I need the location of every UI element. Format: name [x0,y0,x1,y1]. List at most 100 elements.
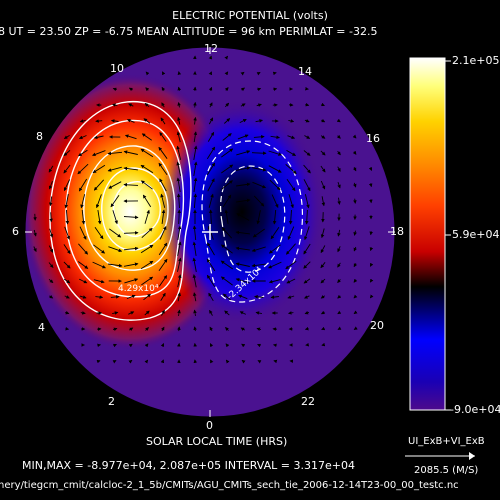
flow-vector [369,278,374,283]
flow-vector [176,177,181,192]
flow-vector [268,244,281,254]
flow-vector [287,135,296,139]
flow-vector [193,326,197,332]
flow-vector [320,262,326,269]
flow-vector [286,243,296,255]
flow-vector [144,310,150,316]
flow-vector [192,292,197,302]
flow-vector [270,295,279,299]
file-path: nery/tiegcm_cmit/calcloc-2_1_5b/CMITs/AG… [0,480,459,491]
hour-label-20: 20 [370,319,384,332]
flow-vector [97,343,101,348]
hour-label-10: 10 [110,62,124,75]
flow-vector [159,132,167,142]
flow-vector [65,326,70,331]
flow-vector [177,209,181,225]
flow-vector [320,180,326,190]
flow-vector [192,257,197,272]
flow-vector [255,119,263,123]
flow-vector [236,213,250,221]
flow-vector [112,87,117,92]
flow-vector [253,195,265,207]
flow-vector [33,229,37,237]
flow-vector [241,87,245,92]
flow-vector [49,294,54,299]
flow-vector [63,278,71,284]
flow-vector [112,327,118,332]
flow-vector [48,180,53,190]
flow-vector [257,87,262,92]
flow-vector [320,228,325,239]
flow-vector [220,276,233,286]
flow-vector [160,343,165,348]
flow-vector [336,118,341,123]
flow-vector [207,242,215,256]
flow-vector [112,360,117,364]
flow-vector [303,150,311,156]
flow-vector [107,166,122,172]
flow-vector [256,72,261,76]
flow-vector [241,343,246,348]
hour-label-14: 14 [298,65,312,78]
flow-vector [48,165,54,173]
flow-vector [124,262,139,267]
flow-vector [236,182,251,187]
vector-field-label: UI_ExB+VI_ExB [408,436,485,447]
flow-vector [140,164,154,174]
flow-vector [304,295,310,299]
flow-vector [268,261,282,269]
flow-vector [110,194,120,208]
flow-vector [177,326,181,332]
hour-label-18: 18 [390,225,404,238]
flow-vector [273,87,278,92]
flow-vector [252,181,267,189]
flow-vector [241,359,246,364]
flow-vector [49,212,53,223]
flow-vector [177,86,182,91]
flow-vector [81,209,86,225]
stats-line: MIN,MAX = -8.977e+04, 2.087e+05 INTERVAL… [22,459,355,472]
flow-vector [123,166,138,171]
flow-vector [78,243,88,255]
flow-vector [271,194,279,208]
flow-vector [161,102,165,108]
flow-vector [305,102,310,107]
flow-vector [288,194,294,209]
colorbar-ticks [445,60,451,411]
flow-vector [235,230,250,235]
flow-vector [161,309,165,316]
flow-vector [192,241,197,256]
flow-vector [304,194,310,209]
flow-vector [95,194,102,209]
flow-vector [206,274,216,287]
flow-vector [320,278,326,284]
flow-vector [78,278,88,284]
flow-vector [192,274,197,288]
flow-vector [80,194,86,209]
flow-vector [257,343,262,348]
flow-vector [108,181,122,189]
flow-vector [93,279,105,284]
flow-vector [336,134,341,139]
flow-vector [235,262,250,267]
flow-vector [240,327,246,331]
flow-vector [161,71,166,76]
flow-vector [252,167,267,172]
flow-vector [251,151,267,155]
flow-vector [209,102,213,108]
flow-vector [337,166,341,172]
flow-vector [80,311,86,315]
flow-vector [123,231,139,235]
flow-vector [208,71,213,76]
flow-vector [78,135,87,139]
flow-vector [353,263,358,268]
flow-vector [193,131,198,143]
positive-contour-label: 4.29x10⁴ [118,284,159,294]
flow-vector [353,182,357,188]
flow-vector [288,119,295,123]
flow-vector [221,227,233,239]
flow-vector [268,150,282,156]
flow-vector [337,150,341,156]
flow-vector [225,343,230,348]
